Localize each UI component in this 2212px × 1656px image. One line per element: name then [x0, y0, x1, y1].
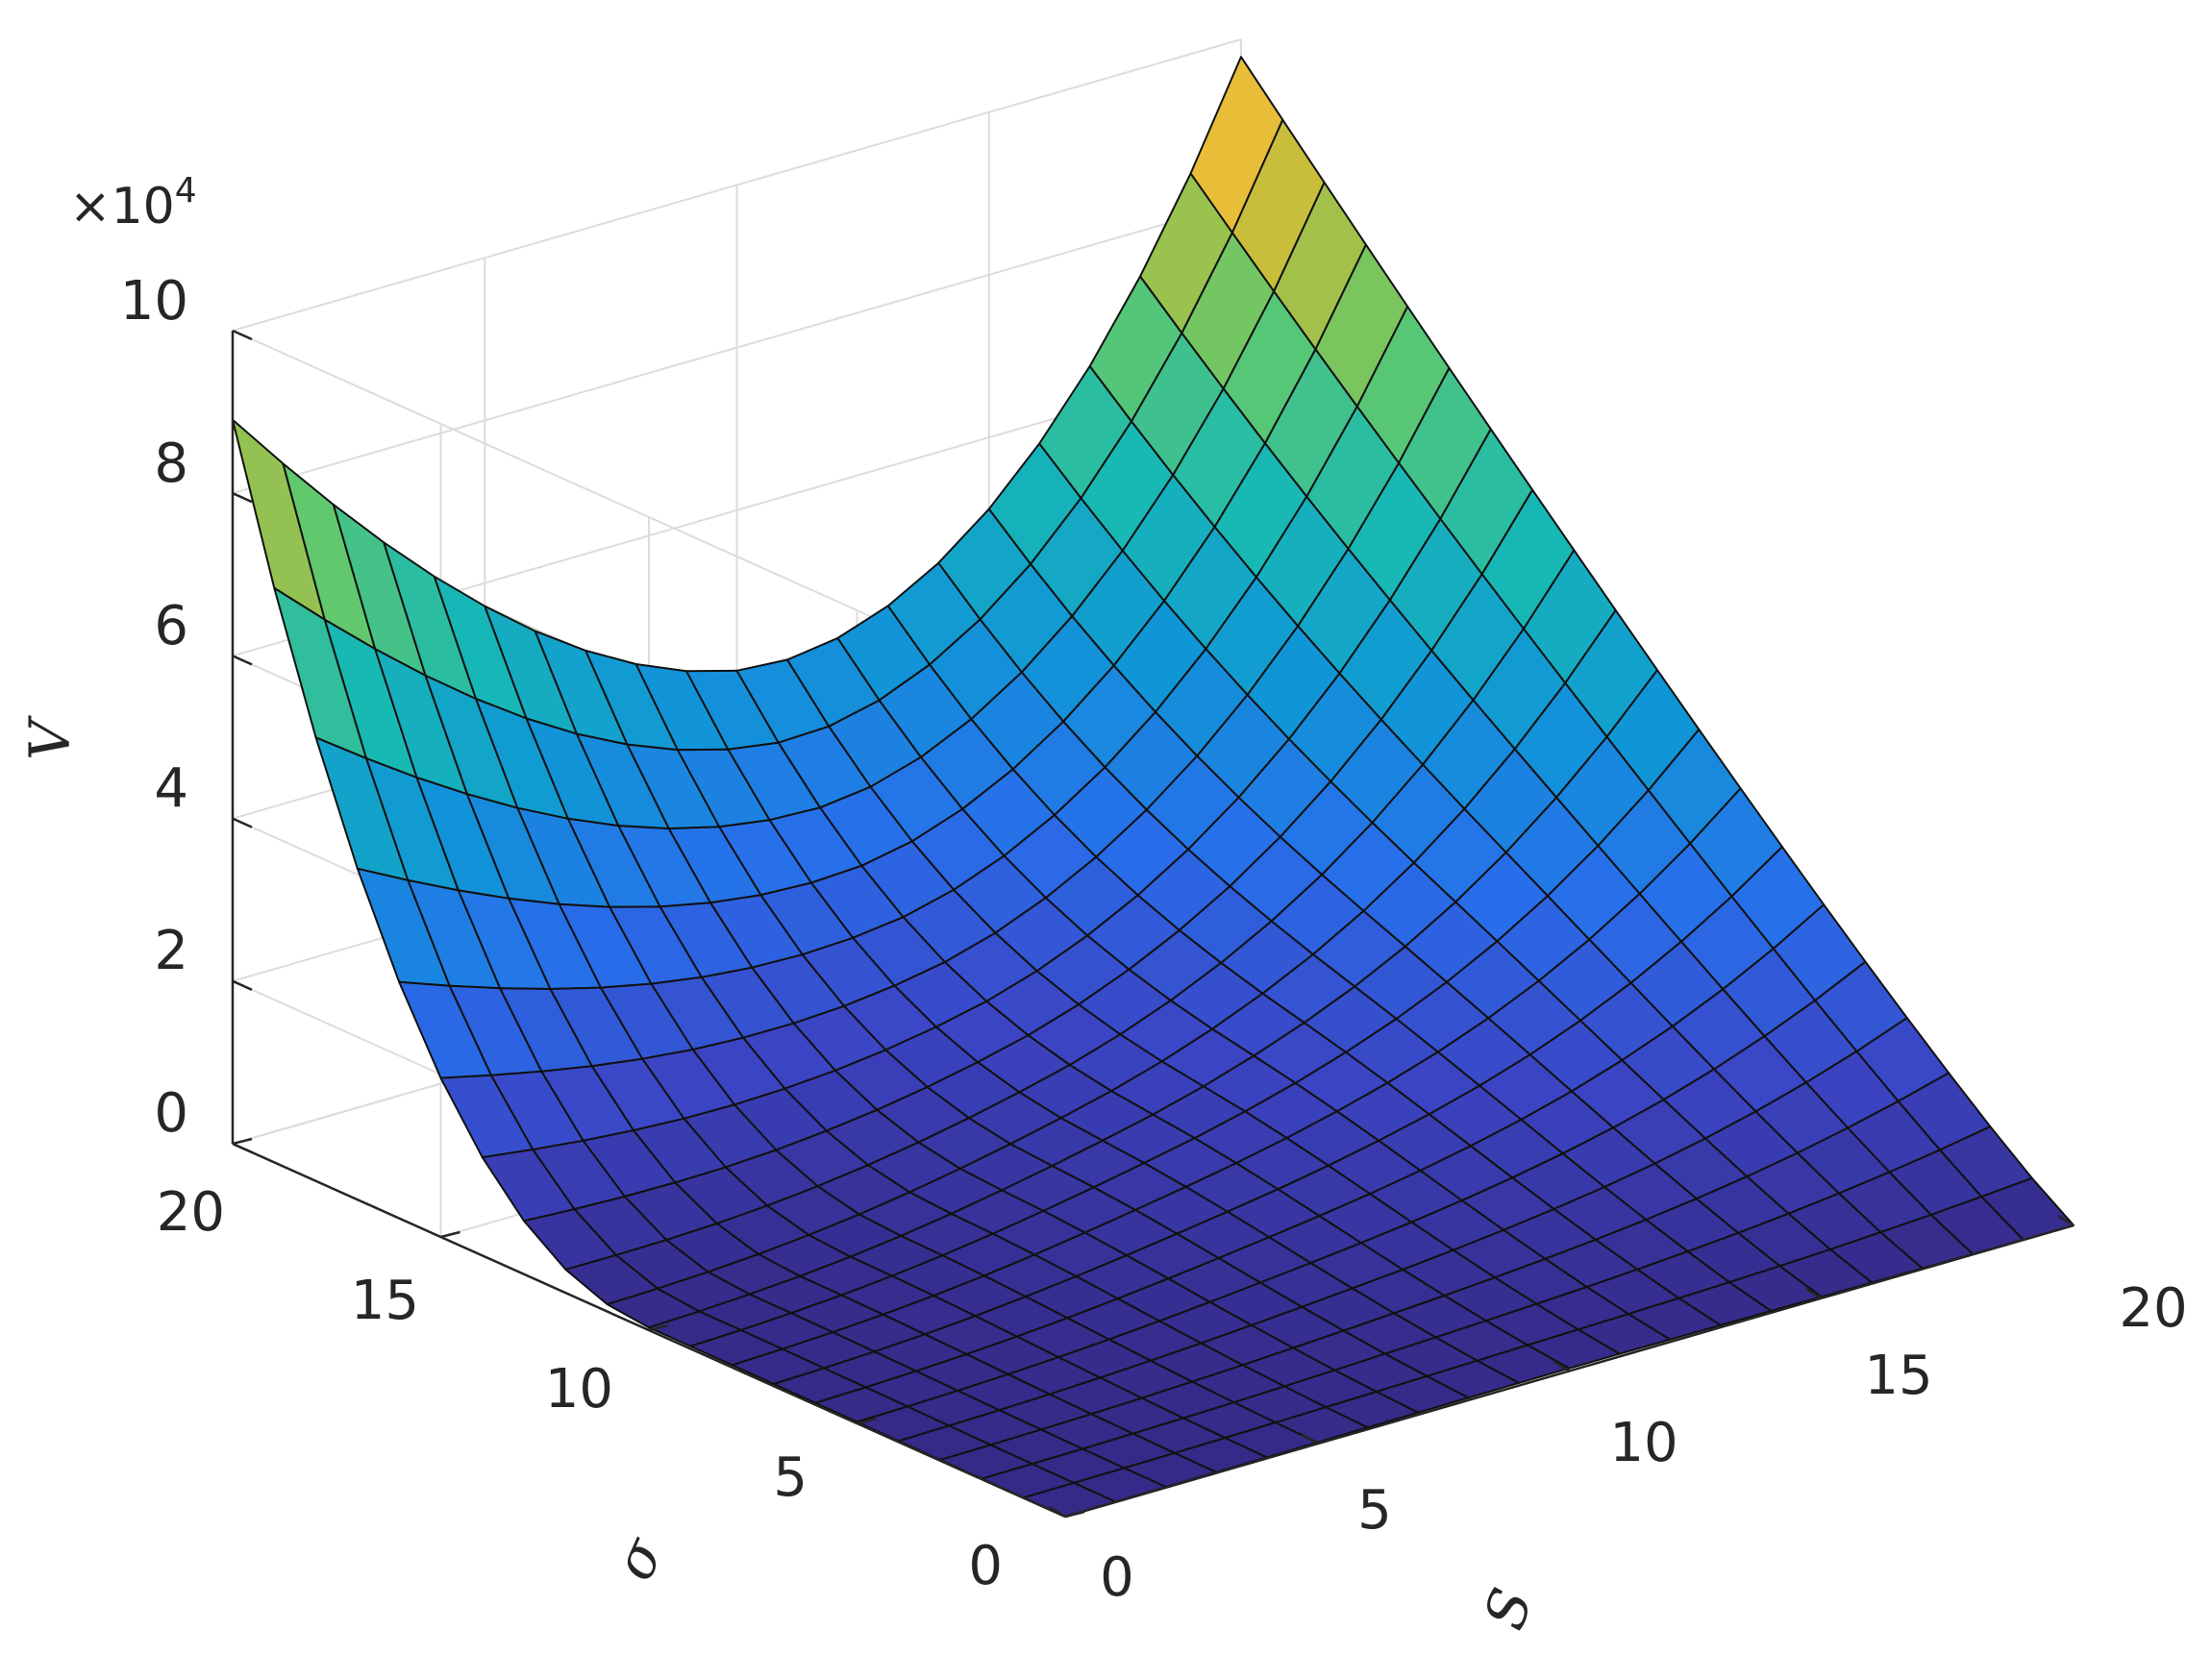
z-tick-mark-0 [232, 1142, 253, 1154]
x-tick-mark-2 [1553, 1360, 1571, 1372]
x-tick-0: 0 [1100, 1546, 1134, 1609]
y-tick-2: 10 [545, 1358, 613, 1421]
y-axis-label: σ [601, 1527, 677, 1590]
y-tick-1: 5 [773, 1446, 808, 1509]
x-tick-2: 10 [1609, 1412, 1678, 1474]
z-tick-5: 10 [120, 270, 188, 333]
z-tick-2: 4 [154, 757, 188, 820]
z-tick-3: 6 [154, 595, 188, 657]
tick-labels: 0 2 4 6 8 10 0 5 10 15 20 0 5 10 15 20 [120, 270, 2188, 1609]
surface-mesh [232, 56, 2075, 1518]
z-tick-mark-1 [232, 979, 253, 991]
x-tick-mark-1 [1301, 1433, 1318, 1446]
y-tick-3: 15 [351, 1270, 419, 1332]
z-axis-label: V [17, 715, 83, 760]
z-multiplier-base: ×10 [69, 178, 175, 235]
z-tick-1: 2 [154, 920, 188, 982]
z-tick-4: 8 [154, 433, 188, 495]
z-tick-mark-2 [232, 817, 253, 828]
z-multiplier-exponent: 4 [175, 171, 197, 210]
y-tick-mark-4 [232, 1137, 253, 1146]
x-axis-label: S [1472, 1580, 1546, 1637]
z-multiplier: ×104 [69, 171, 197, 235]
x-tick-3: 15 [1864, 1345, 1932, 1407]
y-tick-mark-2 [648, 1323, 669, 1332]
y-tick-4: 20 [157, 1181, 225, 1244]
y-tick-mark-1 [857, 1417, 877, 1425]
z-tick-mark-3 [232, 655, 253, 666]
x-tick-mark-3 [1805, 1287, 1823, 1299]
x-tick-4: 20 [2119, 1277, 2187, 1340]
y-tick-mark-3 [440, 1230, 460, 1239]
z-tick-mark-5 [232, 329, 253, 341]
axes [231, 329, 2075, 1519]
z-tick-0: 0 [154, 1082, 188, 1145]
x-tick-mark-0 [1049, 1505, 1066, 1519]
z-tick-mark-4 [232, 492, 253, 504]
x-tick-1: 5 [1357, 1479, 1392, 1542]
y-tick-0: 0 [968, 1535, 1003, 1597]
y-tick-mark-0 [1064, 1510, 1085, 1519]
x-tick-mark-4 [2057, 1214, 2075, 1227]
